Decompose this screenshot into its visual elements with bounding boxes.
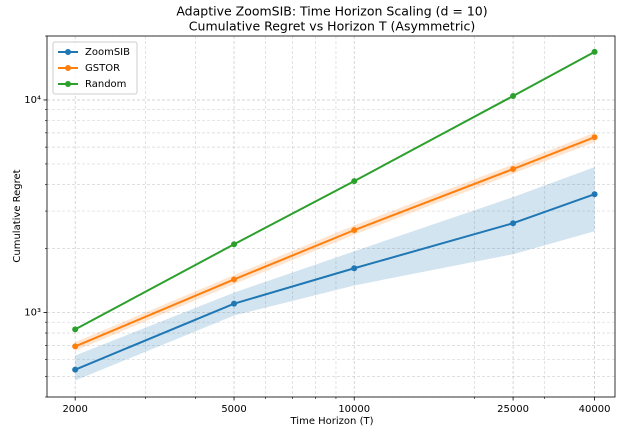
chart-subtitle: Cumulative Regret vs Horizon T (Asymmetr… [189, 19, 475, 34]
data-point [591, 134, 598, 141]
data-point [510, 92, 517, 99]
legend-label: ZoomSIB [85, 47, 130, 58]
data-point [72, 343, 79, 350]
data-point [72, 326, 79, 333]
x-tick-label: 2000 [62, 404, 87, 415]
legend-box [52, 41, 138, 95]
y-tick-label: 10³ [24, 307, 41, 318]
data-point [231, 241, 238, 248]
data-point [231, 300, 238, 307]
y-axis-label: Cumulative Regret [12, 169, 23, 262]
legend-label: Random [85, 79, 126, 90]
data-point [591, 48, 598, 55]
chart-title: Adaptive ZoomSIB: Time Horizon Scaling (… [176, 4, 487, 19]
x-axis-label: Time Horizon (T) [290, 416, 374, 427]
legend-label: GSTOR [85, 63, 120, 74]
x-tick-label: 10000 [338, 404, 370, 415]
x-tick-label: 40000 [579, 404, 611, 415]
data-point [351, 178, 358, 185]
x-tick-label: 5000 [221, 404, 246, 415]
plot-frame [46, 35, 616, 398]
legend-marker [65, 65, 71, 71]
legend-marker [65, 81, 71, 87]
data-point [510, 166, 517, 173]
legend: ZoomSIB GSTOR Random [52, 41, 138, 95]
data-point [231, 276, 238, 283]
legend-marker [65, 49, 71, 55]
data-point [72, 366, 79, 373]
data-point [510, 220, 517, 227]
y-tick-label: 10⁴ [24, 95, 41, 106]
data-point [351, 265, 358, 272]
x-tick-label: 25000 [497, 404, 529, 415]
data-point [591, 191, 598, 198]
data-point [351, 227, 358, 234]
